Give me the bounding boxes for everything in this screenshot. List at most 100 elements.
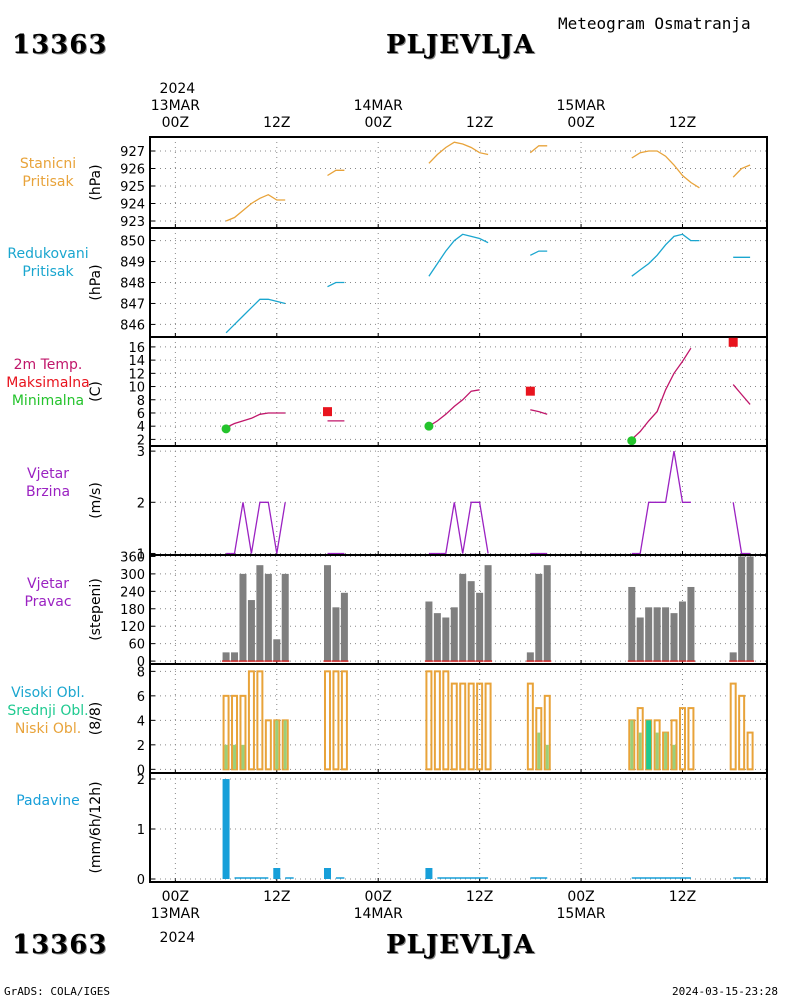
bottom-hour-label-1: 12Z: [263, 889, 290, 905]
wind-speed-ytick-label-0: 1: [137, 547, 145, 562]
wind-dir-bar-12: [433, 613, 441, 662]
wind-dir-bar-6: [273, 639, 281, 662]
cloud-low-bar-19: [526, 682, 534, 771]
wind-speed-series-label-1: Brzina: [26, 484, 70, 500]
precip-bar-1: [273, 868, 281, 879]
cloud-low-bar-31: [738, 694, 746, 771]
reduced-pressure-series-label-0: Redukovani: [7, 246, 88, 262]
temperature-ytick-label-7: 16: [128, 341, 145, 356]
wind-direction-series-label-1: Pravac: [24, 594, 71, 610]
temperature-ytick-label-4: 10: [128, 381, 145, 396]
cloud-low-bar-28: [678, 707, 686, 771]
wind-direction-ytick-label-3: 180: [120, 603, 145, 618]
wind-dir-bar-13: [442, 617, 450, 662]
cloud-low-bar-4: [256, 670, 264, 771]
temperature-unit-label: (C): [88, 381, 104, 402]
temperature-line-segment-4: [631, 347, 692, 440]
cloud-low-bar-10: [340, 670, 348, 771]
bottom-hour-label-4: 00Z: [567, 889, 594, 905]
wind-dir-bar-9: [332, 607, 340, 662]
wind-dir-bar-15: [459, 573, 467, 662]
precipitation-unit-label: (mm/6h/12h): [88, 781, 104, 873]
top-hour-label-5: 12Z: [669, 115, 696, 131]
wind-direction-ytick-label-0: 0: [137, 655, 145, 670]
cloud-cover-ytick-label-1: 2: [137, 739, 145, 754]
cloud-low-bar-32: [746, 731, 754, 771]
cloud-low-fill-11: [664, 732, 668, 770]
precipitation-ytick-label-2: 2: [137, 773, 145, 788]
temp-max-point-1: [525, 386, 535, 396]
temperature-ytick-label-1: 4: [137, 420, 145, 435]
wind-speed-line-segment-5: [732, 502, 751, 555]
wind-dir-bar-32: [746, 556, 754, 662]
bottom-hour-label-5: 12Z: [669, 889, 696, 905]
cloud-low-fill-10: [655, 732, 659, 770]
cloud-low-fill-2: [241, 744, 245, 770]
wind-speed-line-segment-0: [226, 501, 286, 555]
reduced-pressure-ytick-label-3: 849: [120, 256, 145, 271]
station-pressure-ytick-label-1: 924: [120, 198, 145, 213]
precipitation-series-label-0: Padavine: [16, 793, 80, 809]
station-pressure-line-segment-1: [327, 169, 345, 177]
cloud-low-fill-3: [275, 720, 279, 770]
wind-direction-unit-label: (stepeni): [88, 578, 104, 641]
station-pressure-ytick-label-3: 926: [120, 163, 145, 178]
temperature-series-label-1: Maksimalna: [6, 375, 90, 391]
station-pressure-line-segment-0: [225, 193, 286, 222]
wind-dir-bar-0: [222, 652, 230, 662]
footer-credit: GrADS: COLA/IGES: [4, 985, 110, 998]
top-hour-label-0: 00Z: [162, 115, 189, 131]
cloud-low-bar-12: [433, 670, 441, 771]
wind-speed-line-segment-4: [631, 450, 691, 555]
cloud-low-fill-8: [638, 732, 642, 770]
cloud-low-bar-5: [264, 719, 272, 771]
temperature-ytick-label-0: 2: [137, 433, 145, 448]
reduced-pressure-line-segment-0: [225, 298, 286, 334]
wind-dir-bar-18: [484, 565, 492, 662]
temperature-line-segment-3: [530, 409, 548, 415]
reduced-pressure-unit-label: (hPa): [88, 264, 104, 300]
cloud-low-bar-29: [687, 707, 695, 771]
cloud-low-bar-15: [459, 682, 467, 771]
wind-speed-unit-label: (m/s): [88, 482, 104, 519]
precip-bar-3: [425, 868, 433, 879]
station-pressure-series-label-0: Stanicni: [20, 156, 76, 172]
wind-direction-ytick-label-6: 360: [120, 550, 145, 565]
temperature-series-label-2: Minimalna: [12, 393, 84, 409]
wind-dir-bar-5: [264, 573, 272, 662]
wind-dir-bar-29: [687, 586, 695, 662]
wind-dir-bar-31: [738, 556, 746, 662]
cloud-low-fill-6: [545, 744, 549, 770]
station-pressure-ytick-label-4: 927: [120, 145, 145, 160]
temperature-frame: [149, 336, 768, 447]
precipitation-ytick-label-1: 1: [137, 823, 145, 838]
wind-dir-bar-11: [425, 601, 433, 662]
wind-dir-bar-27: [670, 613, 678, 662]
temp-min-point-0: [221, 424, 231, 434]
cloud-low-bar-16: [467, 682, 475, 771]
cloud-low-bar-30: [729, 682, 737, 771]
reduced-pressure-line-segment-3: [530, 250, 548, 256]
wind-dir-bar-22: [628, 586, 636, 662]
bottom-hour-label-3: 12Z: [466, 889, 493, 905]
cloud-cover-series-label-1: Srednji Obl.: [7, 703, 88, 719]
cloud-low-fill-1: [233, 744, 237, 770]
temperature-series-label-0: 2m Temp.: [14, 357, 83, 373]
cloud-low-bar-18: [484, 682, 492, 771]
temperature-line-segment-2: [428, 389, 480, 427]
wind-direction-ytick-label-2: 120: [120, 620, 145, 635]
wind-dir-bar-20: [535, 573, 543, 662]
temperature-ytick-label-2: 6: [137, 407, 145, 422]
precip-bar-2: [323, 868, 331, 879]
city-title-top: PLJEVLJA: [386, 30, 535, 60]
reduced-pressure-ytick-label-4: 850: [120, 235, 145, 250]
top-year-label: 2024: [160, 81, 196, 97]
wind-dir-bar-30: [729, 652, 737, 662]
wind-direction-series-label-0: Vjetar: [27, 576, 69, 592]
bottom-hour-label-0: 00Z: [162, 889, 189, 905]
cloud-cover-series-label-2: Niski Obl.: [15, 721, 81, 737]
city-title-bottom: PLJEVLJA: [386, 930, 535, 960]
wind-dir-bar-14: [450, 607, 458, 662]
wind-dir-bar-19: [526, 652, 534, 662]
wind-dir-bar-24: [645, 607, 653, 662]
